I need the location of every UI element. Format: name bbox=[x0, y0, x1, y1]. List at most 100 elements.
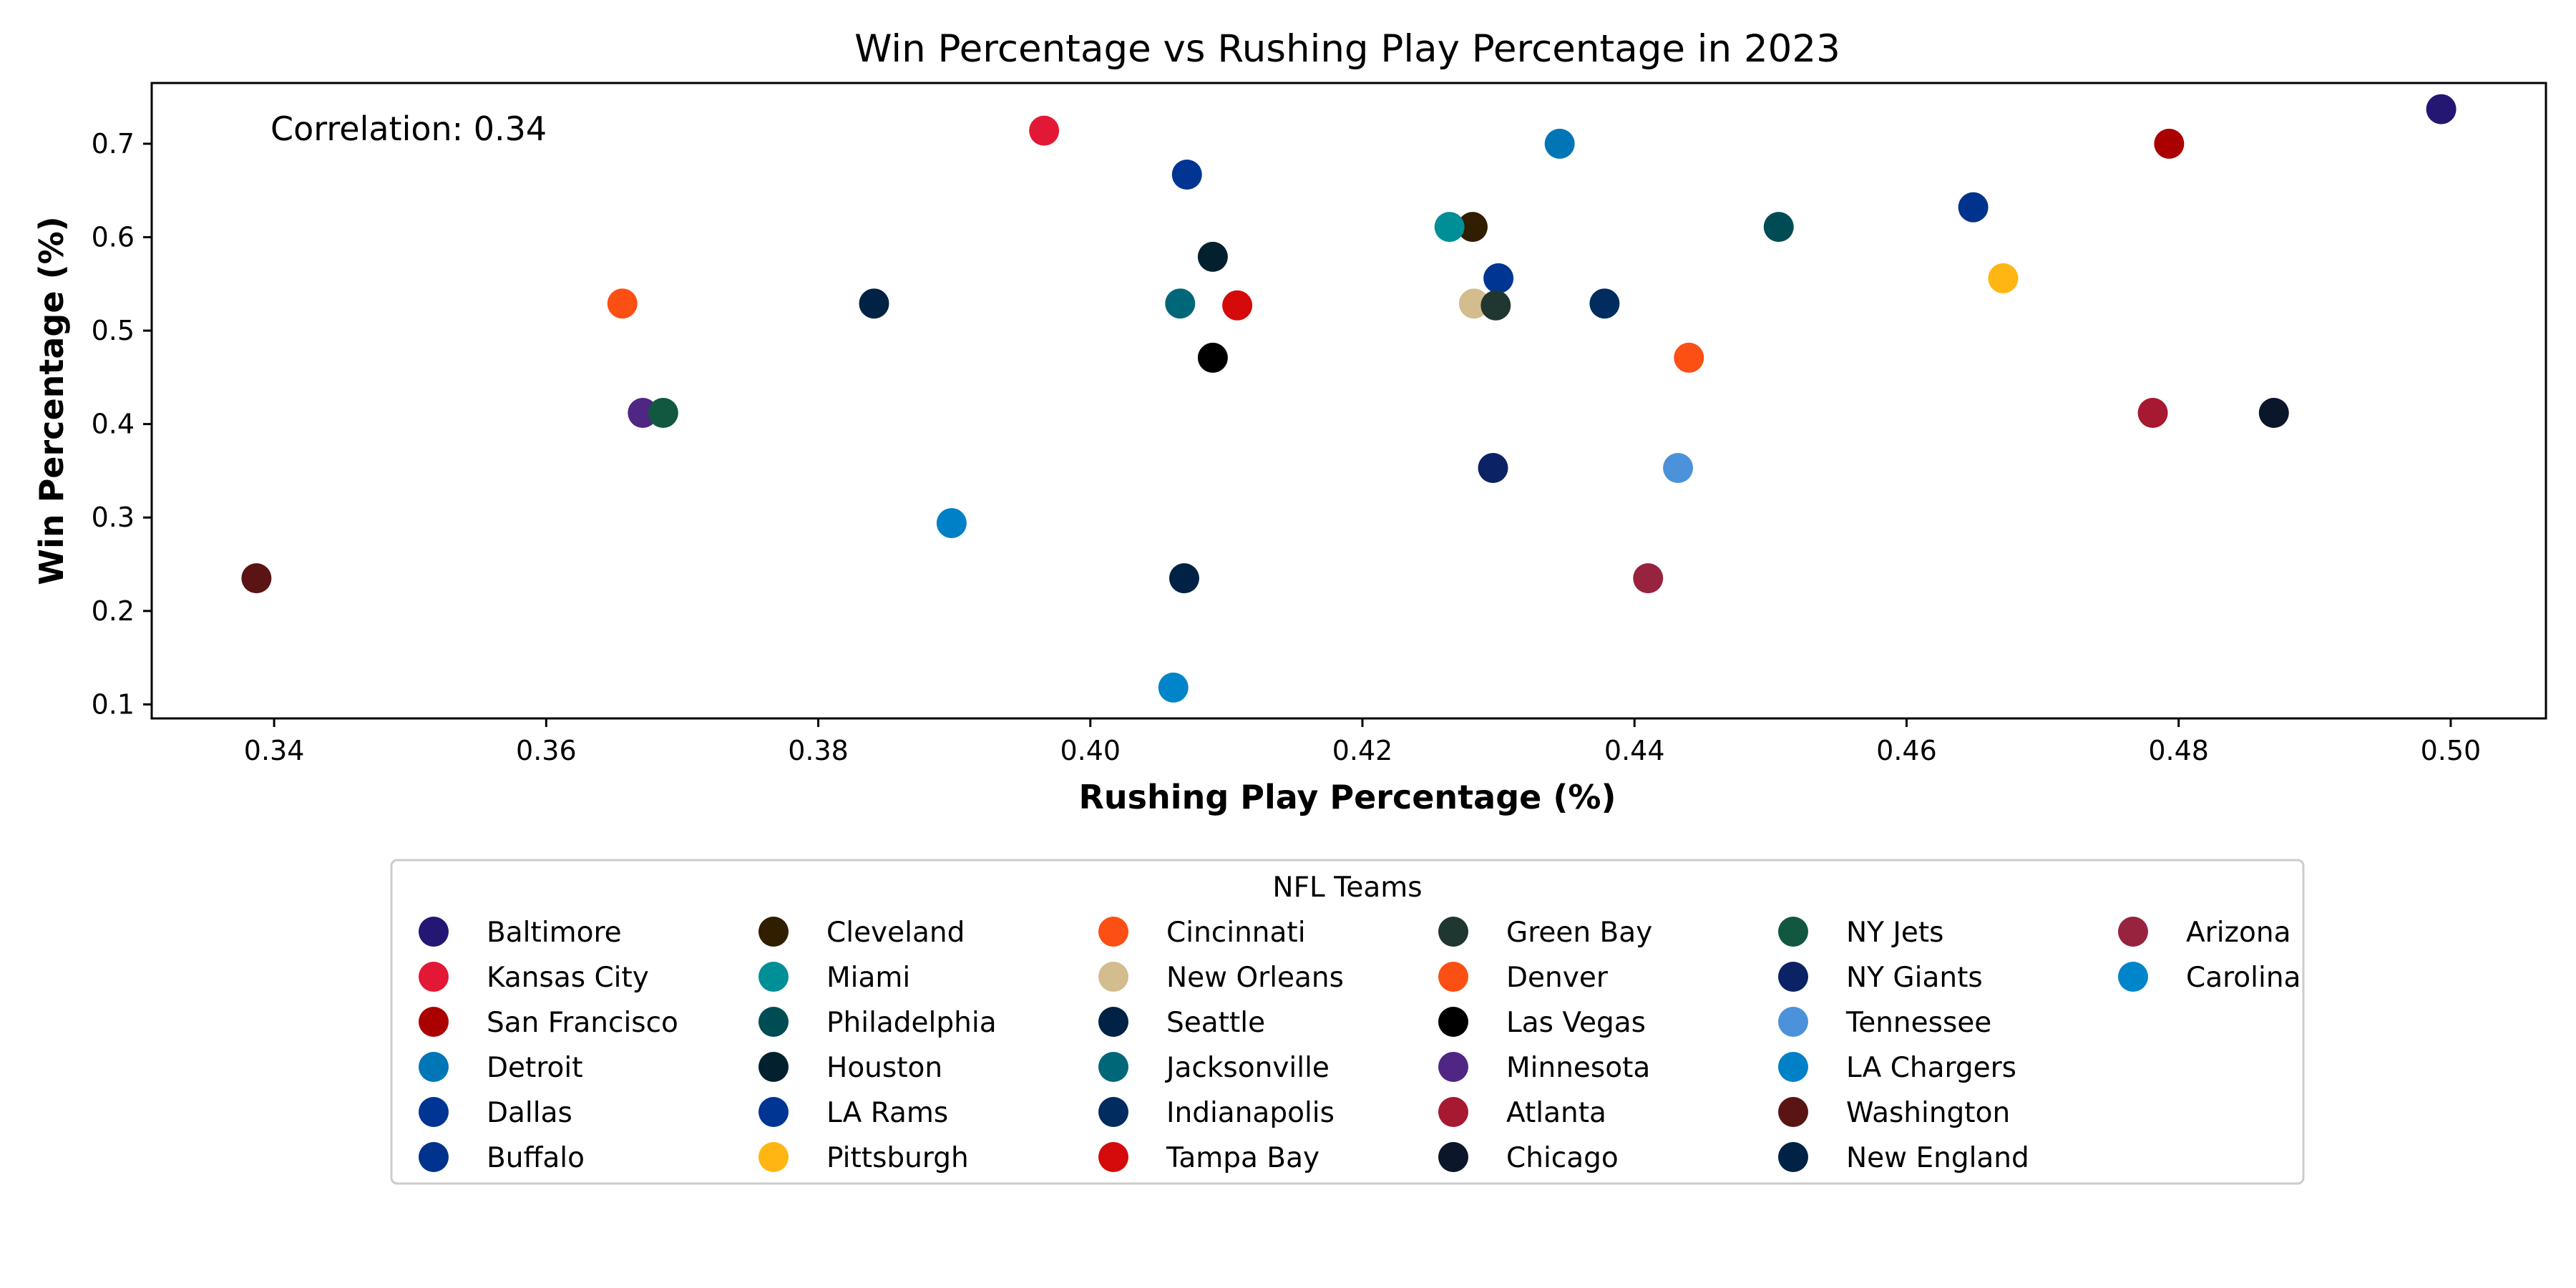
legend-marker-baltimore bbox=[419, 917, 449, 947]
data-point-indianapolis bbox=[1589, 288, 1620, 319]
legend-items: Baltimore Kansas City San Francisco Detroit… bbox=[419, 917, 2301, 1174]
data-point-new-england bbox=[1169, 563, 1199, 594]
legend-marker-houston bbox=[758, 1052, 789, 1082]
legend-label-houston: Houston bbox=[826, 1052, 942, 1084]
legend-marker-la-chargers bbox=[1778, 1052, 1808, 1082]
legend-marker-las-vegas bbox=[1438, 1007, 1468, 1037]
legend-label-carolina: Carolina bbox=[2186, 962, 2301, 994]
x-tick-label: 0.38 bbox=[788, 735, 849, 766]
x-tick-label: 0.48 bbox=[2148, 735, 2209, 766]
data-point-buffalo bbox=[1958, 192, 1989, 223]
legend-marker-dallas bbox=[419, 1097, 449, 1127]
x-tick-label: 0.34 bbox=[244, 735, 305, 766]
data-point-cleveland bbox=[1458, 212, 1488, 243]
legend-marker-miami bbox=[758, 962, 789, 992]
legend-marker-philadelphia bbox=[758, 1007, 789, 1037]
legend-marker-la-rams bbox=[758, 1097, 789, 1127]
x-tick-label: 0.44 bbox=[1604, 735, 1665, 766]
y-tick-label: 0.6 bbox=[92, 221, 135, 253]
data-point-washington bbox=[241, 563, 272, 594]
legend-label-las-vegas: Las Vegas bbox=[1506, 1007, 1646, 1039]
data-point-las-vegas bbox=[1197, 342, 1228, 373]
data-point-la-rams bbox=[1483, 263, 1514, 293]
legend-label-indianapolis: Indianapolis bbox=[1166, 1097, 1335, 1129]
plot-frame bbox=[150, 82, 2547, 720]
legend-marker-denver bbox=[1438, 962, 1468, 992]
data-point-cincinnati bbox=[607, 288, 638, 319]
data-point-la-chargers bbox=[936, 508, 967, 539]
data-point-green-bay bbox=[1480, 290, 1511, 321]
legend-marker-pittsburgh bbox=[758, 1142, 789, 1172]
data-point-new-orleans bbox=[1458, 288, 1489, 319]
chart-title: Win Percentage vs Rushing Play Percentag… bbox=[854, 27, 1840, 71]
x-axis-ticks: 0.34 0.36 0.38 0.40 0.42 0.44 0.46 0.48 0.50 bbox=[244, 718, 2481, 766]
legend-marker-san-francisco bbox=[419, 1007, 449, 1037]
y-tick-label: 0.1 bbox=[92, 688, 135, 720]
legend-frame bbox=[390, 859, 2305, 1185]
legend-marker-cleveland bbox=[758, 917, 789, 947]
data-point-chicago bbox=[2258, 397, 2289, 428]
x-tick-label: 0.40 bbox=[1060, 735, 1121, 766]
data-point-houston bbox=[1197, 241, 1228, 272]
legend-label-ny-giants: NY Giants bbox=[1846, 962, 1983, 994]
y-tick-label: 0.7 bbox=[92, 128, 135, 160]
legend-label-la-rams: LA Rams bbox=[826, 1097, 948, 1129]
legend-marker-cincinnati bbox=[1098, 917, 1128, 947]
data-point-san-francisco bbox=[2154, 128, 2185, 159]
legend-marker-seattle bbox=[1098, 1007, 1128, 1037]
legend-label-baltimore: Baltimore bbox=[487, 917, 622, 949]
legend-label-cincinnati: Cincinnati bbox=[1166, 917, 1306, 949]
data-point-kansas-city bbox=[1029, 115, 1060, 146]
legend-marker-tennessee bbox=[1778, 1007, 1808, 1037]
legend-label-tennessee: Tennessee bbox=[1845, 1007, 1991, 1039]
data-point-philadelphia bbox=[1763, 212, 1794, 243]
y-tick-label: 0.4 bbox=[92, 409, 135, 440]
legend-label-washington: Washington bbox=[1846, 1097, 2010, 1129]
data-point-ny-giants bbox=[1478, 453, 1508, 484]
legend-label-detroit: Detroit bbox=[487, 1052, 582, 1084]
data-point-dallas bbox=[1171, 159, 1202, 190]
legend-marker-green-bay bbox=[1438, 917, 1468, 947]
legend-marker-new-orleans bbox=[1098, 962, 1128, 992]
legend-marker-arizona bbox=[2118, 917, 2148, 947]
legend-label-new-england: New England bbox=[1846, 1142, 2029, 1174]
legend-label-miami: Miami bbox=[826, 962, 910, 994]
data-point-miami bbox=[1434, 212, 1465, 243]
x-tick-label: 0.46 bbox=[1876, 735, 1937, 766]
legend-label-atlanta: Atlanta bbox=[1506, 1097, 1606, 1129]
legend-label-minnesota: Minnesota bbox=[1506, 1052, 1650, 1084]
legend-marker-ny-giants bbox=[1778, 962, 1808, 992]
legend-marker-carolina bbox=[2118, 962, 2148, 992]
data-point-seattle bbox=[859, 288, 889, 319]
legend-label-denver: Denver bbox=[1506, 962, 1609, 994]
data-point-tampa-bay bbox=[1222, 290, 1253, 321]
data-point-ny-jets bbox=[648, 397, 678, 428]
legend-marker-ny-jets bbox=[1778, 917, 1808, 947]
data-point-atlanta bbox=[2137, 397, 2168, 428]
data-point-detroit bbox=[1544, 128, 1575, 159]
data-point-tennessee bbox=[1663, 453, 1694, 484]
y-tick-label: 0.5 bbox=[92, 315, 135, 346]
legend-label-new-orleans: New Orleans bbox=[1166, 962, 1344, 994]
legend-marker-chicago bbox=[1438, 1142, 1468, 1172]
legend-title: NFL Teams bbox=[1272, 872, 1422, 904]
legend: NFL Teams Baltimore Kansas City San Franci… bbox=[390, 859, 2305, 1185]
data-point-baltimore bbox=[2426, 94, 2457, 125]
x-tick-label: 0.36 bbox=[516, 735, 577, 766]
x-axis-label: Rushing Play Percentage (%) bbox=[1079, 778, 1616, 816]
legend-marker-jacksonville bbox=[1098, 1052, 1128, 1082]
legend-marker-new-england bbox=[1778, 1142, 1808, 1172]
data-point-pittsburgh bbox=[1988, 263, 2019, 293]
legend-label-green-bay: Green Bay bbox=[1506, 917, 1652, 949]
legend-label-la-chargers: LA Chargers bbox=[1846, 1052, 2016, 1084]
legend-marker-minnesota bbox=[1438, 1052, 1468, 1082]
legend-marker-washington bbox=[1778, 1097, 1808, 1127]
data-point-jacksonville bbox=[1165, 288, 1196, 319]
y-tick-label: 0.2 bbox=[92, 595, 135, 627]
legend-marker-tampa-bay bbox=[1098, 1142, 1128, 1172]
legend-label-buffalo: Buffalo bbox=[487, 1142, 585, 1174]
legend-marker-atlanta bbox=[1438, 1097, 1468, 1127]
legend-label-san-francisco: San Francisco bbox=[487, 1007, 678, 1039]
legend-label-philadelphia: Philadelphia bbox=[826, 1007, 997, 1039]
